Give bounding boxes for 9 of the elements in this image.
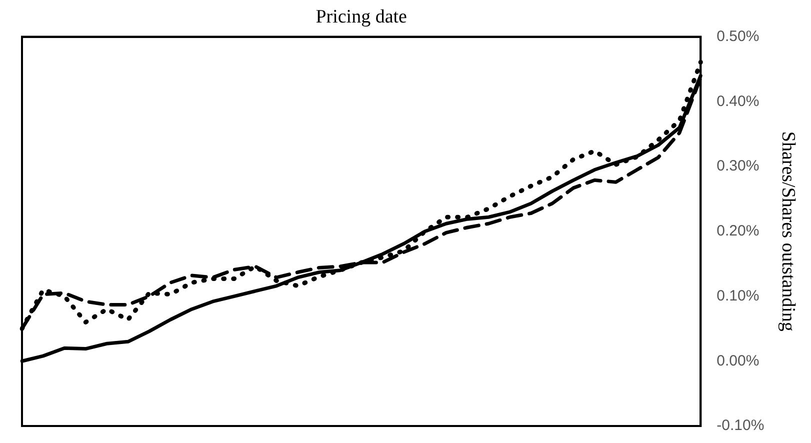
x-axis-title: Pricing date	[316, 6, 407, 28]
y-tick-label: -0.10%	[716, 417, 764, 434]
y-tick-label: 0.00%	[716, 352, 760, 370]
y-tick-label: 0.30%	[716, 158, 760, 175]
y-tick-label: 0.20%	[716, 222, 760, 240]
y-tick-label: 0.50%	[716, 28, 760, 45]
y-tick-label: 0.10%	[716, 287, 760, 304]
y-axis-title: Shares/Shares outstanding	[778, 131, 799, 332]
y-tick-label: 0.40%	[716, 92, 760, 110]
